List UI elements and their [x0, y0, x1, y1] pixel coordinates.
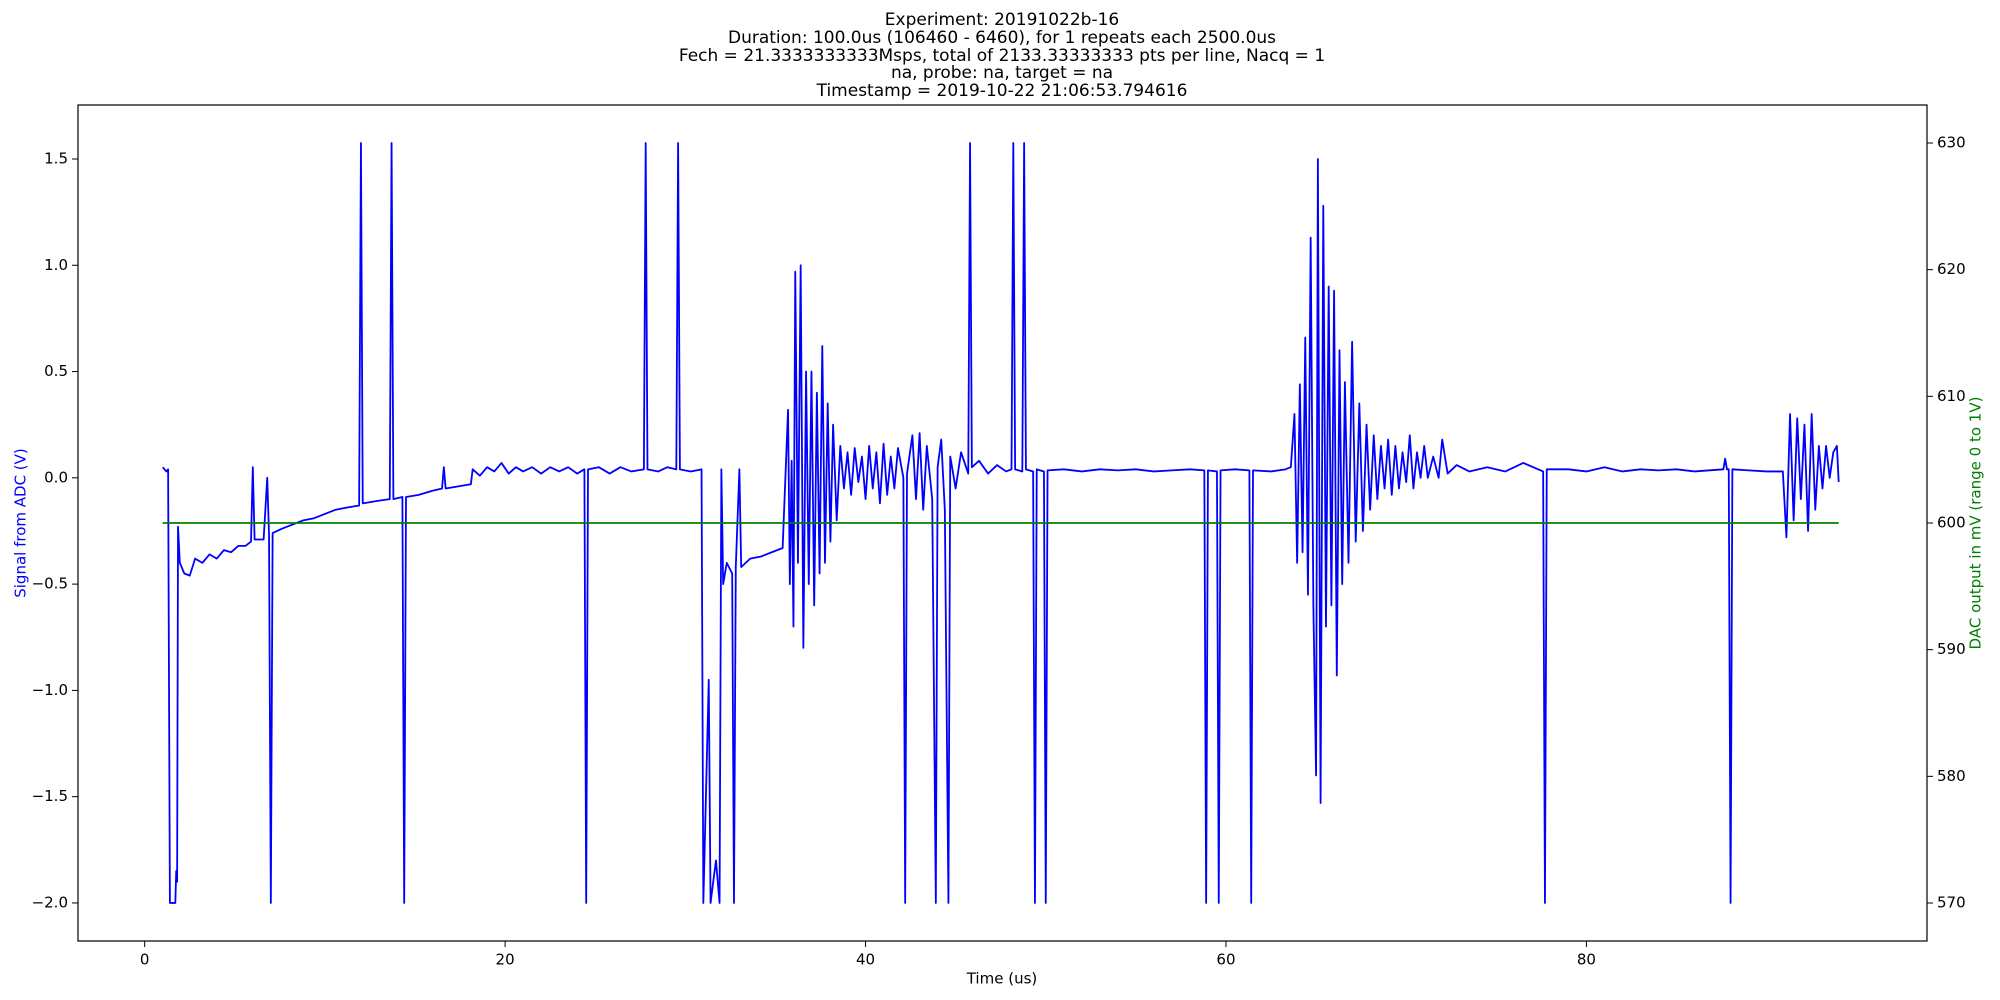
y-tick-label: 0.0: [44, 468, 68, 486]
y2-tick-label: 580: [1937, 767, 1966, 785]
y2-axis-label: DAC output in mV (range 0 to 1V): [1967, 397, 1985, 650]
y2-tick-label: 630: [1937, 134, 1966, 152]
x-tick-label: 0: [140, 951, 150, 969]
y-tick-label: 0.5: [44, 362, 68, 380]
y-tick-label: 1.0: [44, 256, 68, 274]
y-tick-label: 1.5: [44, 149, 68, 167]
x-tick-label: 40: [856, 951, 875, 969]
chart-title: na, probe: na, target = na: [891, 63, 1113, 83]
y2-tick-label: 590: [1937, 640, 1966, 658]
x-tick-label: 20: [496, 951, 515, 969]
y-tick-label: −2.0: [32, 893, 68, 911]
chart-title: Duration: 100.0us (106460 - 6460), for 1…: [728, 28, 1276, 48]
signal-line: [162, 142, 1840, 904]
y-tick-label: −1.5: [32, 787, 68, 805]
y-axis-label: Signal from ADC (V): [12, 448, 30, 598]
y-tick-label: −1.0: [32, 681, 68, 699]
x-tick-label: 60: [1216, 951, 1235, 969]
chart-title: Experiment: 20191022b-16: [885, 10, 1119, 30]
y2-tick-label: 600: [1937, 514, 1966, 532]
x-tick-label: 80: [1577, 951, 1596, 969]
y-tick-label: −0.5: [32, 575, 68, 593]
chart-title: Fech = 21.3333333333Msps, total of 2133.…: [679, 46, 1325, 66]
x-axis-label: Time (us): [966, 970, 1038, 988]
y2-tick-label: 620: [1937, 260, 1966, 278]
chart-title: Timestamp = 2019-10-22 21:06:53.794616: [816, 81, 1188, 101]
y2-tick-label: 610: [1937, 387, 1966, 405]
y2-tick-label: 570: [1937, 894, 1966, 912]
